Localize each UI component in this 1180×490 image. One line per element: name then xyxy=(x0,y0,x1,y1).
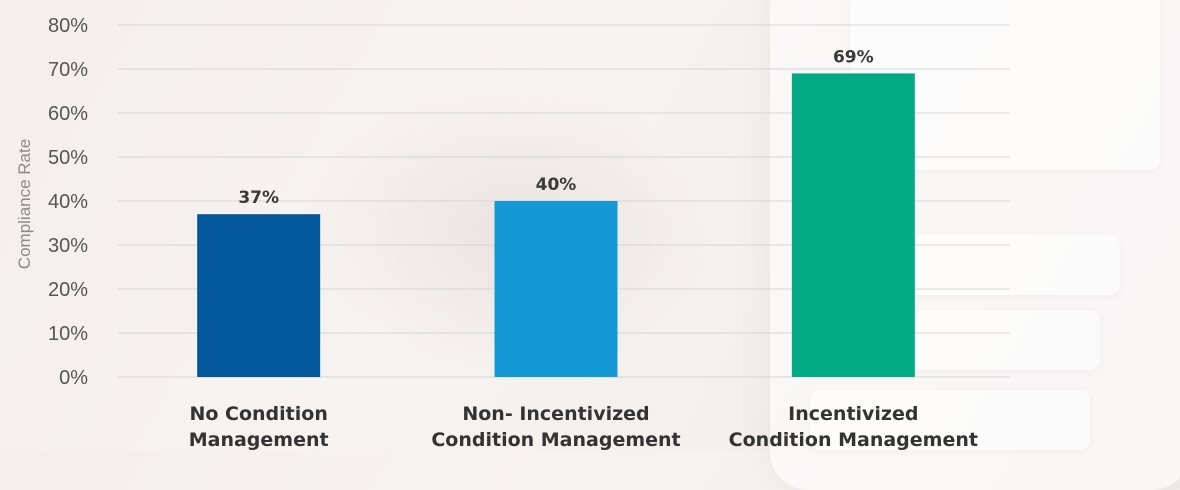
bar-value-label: 69% xyxy=(833,47,874,67)
y-tick-label: 80% xyxy=(48,15,88,37)
background-card xyxy=(810,390,1090,450)
category-label: No Condition Management xyxy=(189,403,329,450)
y-tick-label: 20% xyxy=(48,279,88,301)
y-tick-label: 60% xyxy=(48,103,88,125)
category-labels: No Condition Management Non- Incentivized C… xyxy=(189,403,978,450)
y-axis-ticks: 0% 10% 20% 30% 40% 50% 60% 70% 80% xyxy=(48,15,88,389)
category-label-line: Management xyxy=(189,429,329,450)
bar xyxy=(197,214,321,377)
bars xyxy=(197,73,915,378)
category-label: Incentivized Condition Management xyxy=(729,403,978,450)
bar-value-label: 37% xyxy=(238,188,279,208)
bar xyxy=(494,201,618,377)
category-label-line: Condition Management xyxy=(729,429,978,450)
category-label: Non- Incentivized Condition Management xyxy=(431,403,680,450)
bar xyxy=(791,73,915,378)
bar-value-label: 40% xyxy=(536,175,577,195)
compliance-rate-bar-chart: 0% 10% 20% 30% 40% 50% 60% 70% 80% Compliance Ra… xyxy=(15,15,1010,450)
y-tick-label: 40% xyxy=(48,191,88,213)
y-tick-label: 70% xyxy=(48,59,88,81)
category-label-line: Non- Incentivized xyxy=(462,403,649,425)
category-label-line: Incentivized xyxy=(788,403,918,425)
y-axis-title: Compliance Rate xyxy=(15,139,34,269)
data-labels: 37% 40% 69% xyxy=(238,47,873,208)
category-label-line: Condition Management xyxy=(431,429,680,450)
y-tick-label: 10% xyxy=(48,323,88,345)
y-tick-label: 0% xyxy=(59,367,88,389)
category-label-line: No Condition xyxy=(189,403,327,425)
y-tick-label: 50% xyxy=(48,147,88,169)
y-tick-label: 30% xyxy=(48,235,88,257)
